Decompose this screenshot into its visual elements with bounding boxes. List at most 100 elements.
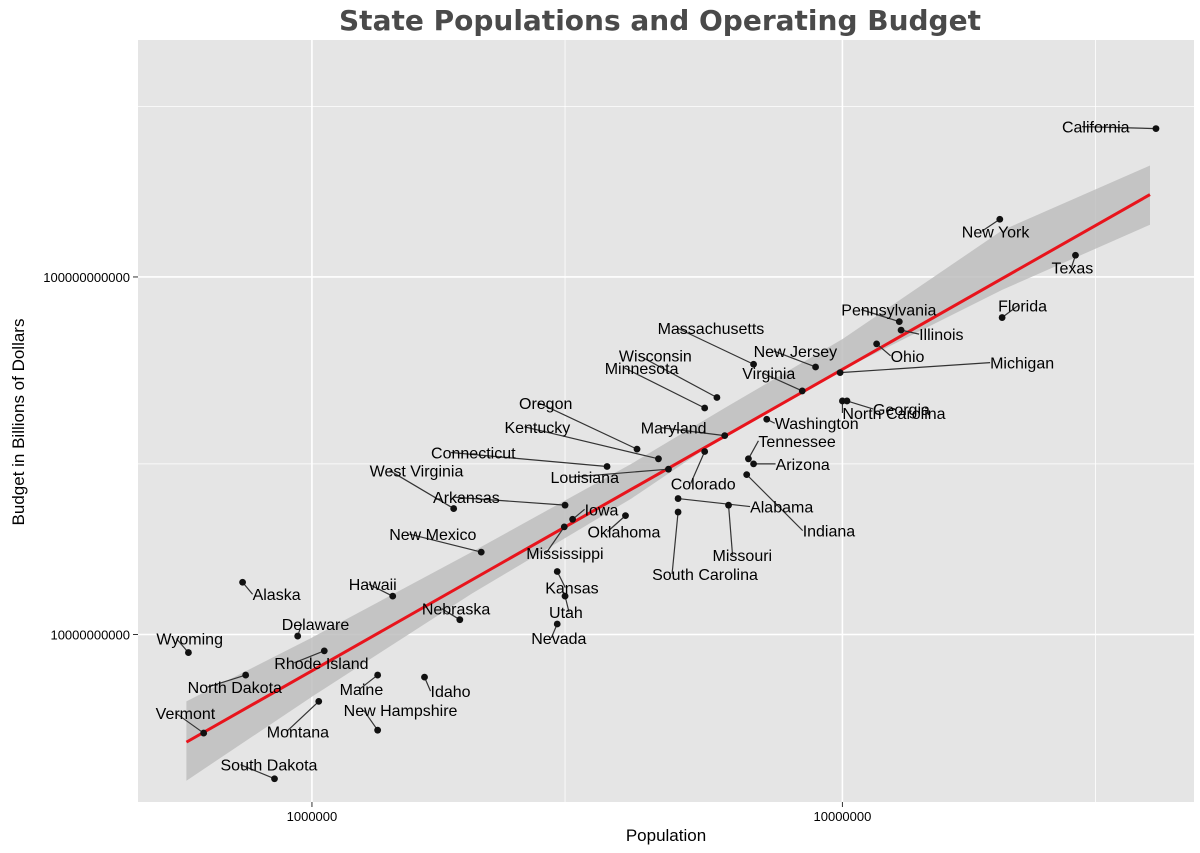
label-new-hampshire: New Hampshire	[344, 703, 458, 720]
label-missouri: Missouri	[713, 548, 773, 565]
leader-new-jersey	[773, 350, 816, 368]
leader-connecticut	[450, 451, 608, 468]
label-new-mexico: New Mexico	[389, 527, 476, 544]
point-virginia	[798, 387, 806, 395]
label-north-carolina: North Carolina	[842, 406, 945, 423]
label-arizona: Arizona	[776, 457, 830, 474]
leader-tennessee	[747, 440, 759, 460]
point-maine	[374, 671, 382, 679]
label-connecticut: Connecticut	[431, 446, 516, 463]
leader-pennsylvania	[861, 309, 900, 323]
leader-south-dakota	[240, 764, 275, 780]
label-south-carolina: South Carolina	[652, 567, 758, 584]
point-michigan	[836, 369, 844, 377]
point-south-carolina	[674, 508, 682, 516]
x-axis-title: Population	[626, 826, 706, 845]
label-rhode-island: Rhode Island	[274, 656, 368, 673]
x-tick-label: 10000000	[814, 809, 872, 824]
point-ohio	[873, 340, 881, 348]
label-mississippi: Mississippi	[526, 546, 603, 563]
point-delaware	[294, 632, 302, 640]
point-florida	[998, 314, 1006, 321]
point-utah	[561, 592, 569, 600]
data-points	[185, 125, 1160, 783]
leader-minnesota	[624, 367, 705, 409]
leader-maine	[359, 674, 379, 690]
leader-indiana	[746, 474, 804, 532]
label-florida: Florida	[998, 299, 1047, 316]
leader-south-carolina	[671, 512, 679, 575]
label-montana: Montana	[267, 724, 329, 741]
point-new-jersey	[812, 363, 819, 371]
point-alaska	[239, 578, 246, 586]
point-arizona	[750, 460, 757, 468]
label-pennsylvania: Pennsylvania	[841, 303, 936, 320]
point-idaho	[421, 673, 428, 681]
label-new-jersey: New Jersey	[754, 344, 838, 361]
label-west-virginia: West Virginia	[370, 464, 464, 481]
y-tick-label: 100000000000	[43, 270, 130, 285]
label-nevada: Nevada	[531, 631, 586, 648]
point-kansas	[553, 568, 561, 575]
label-kentucky: Kentucky	[504, 420, 570, 437]
point-missouri	[725, 501, 732, 509]
point-new-mexico	[477, 548, 485, 556]
label-tennessee: Tennessee	[758, 434, 835, 451]
leader-rhode-island	[294, 650, 325, 664]
label-hawaii: Hawaii	[349, 577, 397, 594]
label-california: California	[1062, 120, 1130, 137]
chart-title: State Populations and Operating Budget	[339, 4, 981, 37]
label-illinois: Illinois	[919, 327, 963, 344]
point-minnesota	[701, 404, 709, 412]
point-maryland	[721, 432, 729, 439]
leader-louisiana	[570, 468, 669, 478]
leader-montana	[286, 700, 320, 732]
leader-missouri	[727, 505, 734, 556]
confidence-band-group	[186, 165, 1150, 781]
point-alabama	[674, 495, 682, 502]
label-michigan: Michigan	[990, 356, 1054, 373]
point-oregon	[633, 445, 641, 453]
label-arkansas: Arkansas	[433, 490, 500, 507]
point-new-york	[996, 215, 1004, 223]
point-nebraska	[456, 616, 464, 624]
point-west-virginia	[450, 505, 458, 512]
point-massachusetts	[750, 360, 757, 368]
point-indiana	[743, 471, 751, 479]
point-new-hampshire	[374, 726, 382, 734]
leader-new-mexico	[409, 533, 482, 553]
label-indiana: Indiana	[803, 524, 856, 541]
label-washington: Washington	[775, 416, 859, 433]
point-illinois	[897, 326, 905, 334]
point-kentucky	[655, 455, 662, 463]
point-hawaii	[389, 592, 397, 600]
label-texas: Texas	[1051, 260, 1093, 277]
leader-colorado	[690, 451, 706, 484]
leader-michigan	[840, 362, 991, 374]
leader-oregon	[538, 402, 638, 450]
label-louisiana: Louisiana	[550, 470, 619, 487]
label-alaska: Alaska	[253, 587, 301, 604]
point-colorado	[701, 448, 709, 455]
label-leaders	[175, 125, 1156, 780]
confidence-band	[186, 165, 1150, 781]
label-ohio: Ohio	[891, 349, 925, 366]
label-virginia: Virginia	[742, 366, 795, 383]
leader-wisconsin	[638, 355, 718, 399]
leader-arkansas	[453, 496, 566, 506]
point-iowa	[569, 515, 577, 523]
label-utah: Utah	[549, 605, 583, 622]
label-colorado: Colorado	[671, 476, 736, 493]
label-vermont: Vermont	[156, 706, 216, 723]
label-wisconsin: Wisconsin	[619, 349, 692, 366]
y-axis-title: Budget in Billions of Dollars	[9, 319, 28, 526]
leader-kentucky	[524, 426, 659, 460]
label-idaho: Idaho	[431, 684, 471, 701]
leader-west-virginia	[389, 470, 454, 510]
point-tennessee	[745, 455, 752, 463]
label-wyoming: Wyoming	[156, 632, 223, 649]
label-oklahoma: Oklahoma	[587, 525, 660, 542]
label-minnesota: Minnesota	[605, 361, 679, 378]
label-south-dakota: South Dakota	[221, 758, 318, 775]
